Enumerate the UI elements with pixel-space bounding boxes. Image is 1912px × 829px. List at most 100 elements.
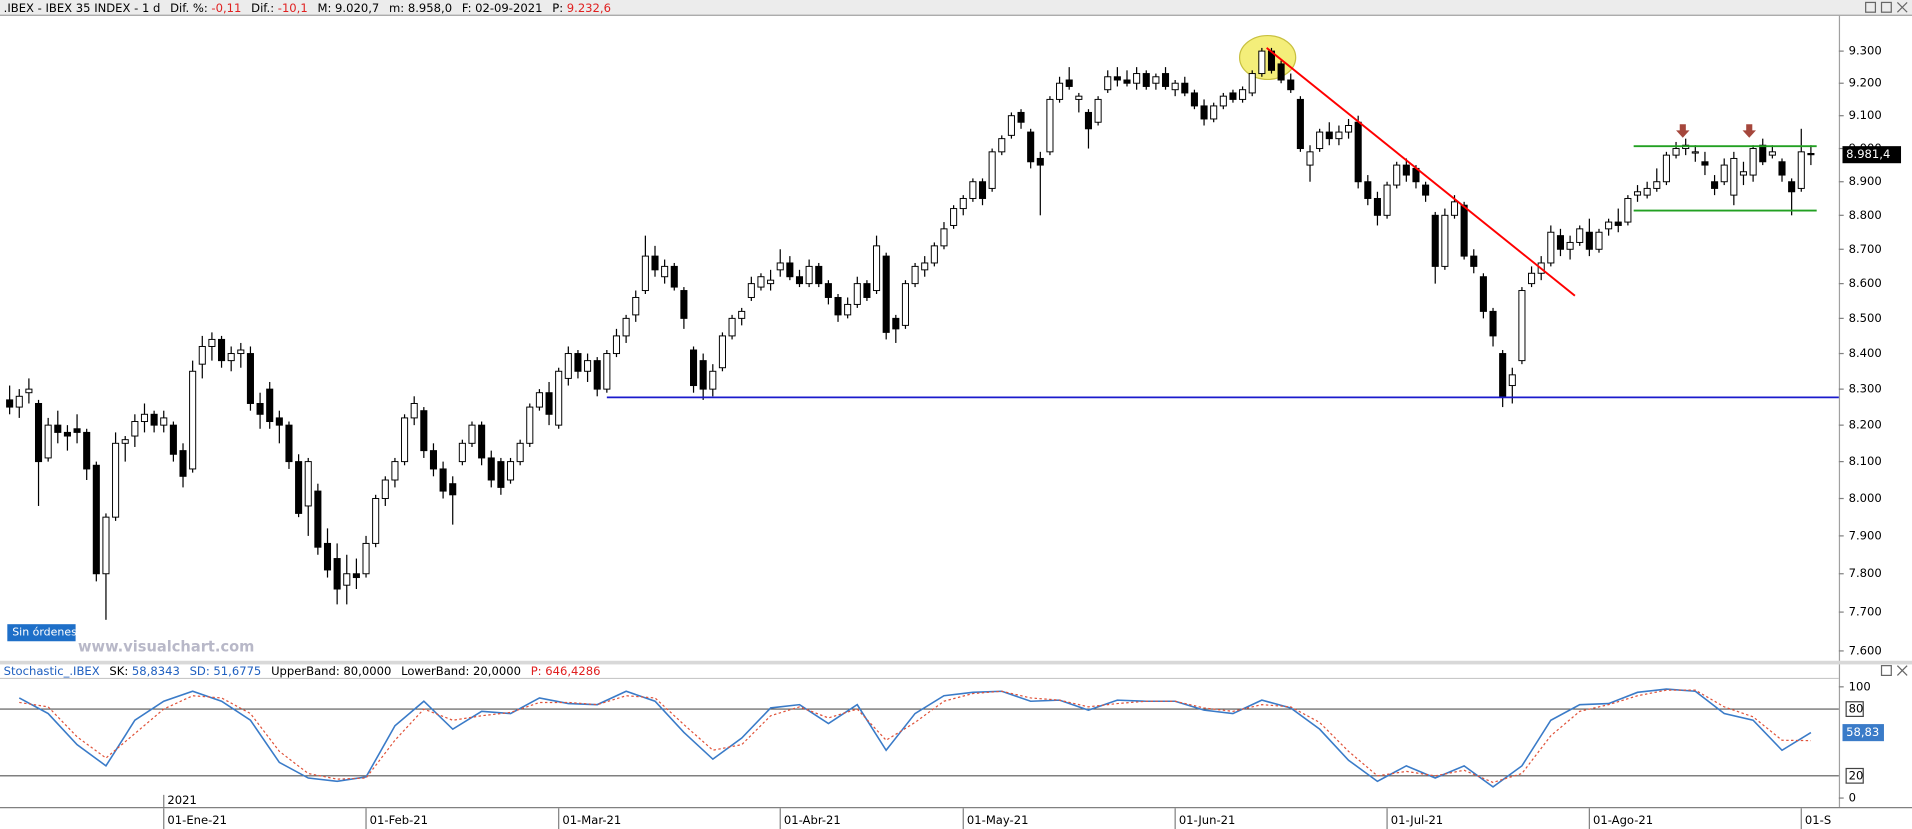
candle-body — [1701, 161, 1709, 166]
candle-body — [1422, 184, 1430, 196]
candle-body — [1624, 197, 1632, 223]
icon-close[interactable] — [1896, 665, 1908, 676]
candle-body — [1614, 221, 1622, 226]
header-value: 02-09-2021 — [475, 0, 542, 14]
stochastic-line — [18, 688, 1812, 788]
header-value: 51,6775 — [213, 664, 261, 678]
candle-body — [439, 468, 447, 492]
header-value: -0,11 — [211, 0, 241, 14]
candle-body — [911, 265, 919, 285]
candle-body — [516, 442, 524, 463]
status-box[interactable] — [7, 624, 76, 642]
candle-body — [1431, 214, 1439, 267]
candle-body — [1393, 164, 1401, 186]
candle-body — [998, 138, 1006, 153]
candle-body — [140, 413, 149, 423]
header-value: 9.020,7 — [335, 0, 379, 14]
candle-body — [1210, 105, 1218, 120]
candle-body — [1123, 79, 1131, 84]
candle-body — [1027, 131, 1035, 163]
candle-body — [189, 370, 197, 470]
status-label[interactable]: Sin órdenes — [12, 626, 77, 639]
candle-body — [1296, 98, 1304, 150]
y-tick-label: 8.600 — [1849, 276, 1882, 290]
candle-body — [1460, 204, 1468, 257]
header-label: P: — [552, 0, 563, 14]
candle-body — [1335, 131, 1343, 140]
last-price-label: 8.981,4 — [1846, 147, 1890, 161]
icon-min[interactable] — [1865, 1, 1877, 13]
candle-body — [1402, 164, 1410, 176]
last-value-box — [1842, 724, 1884, 742]
candle-body — [1643, 187, 1651, 196]
candle-body — [1036, 157, 1044, 166]
candle-body — [362, 542, 370, 575]
candle-body — [690, 349, 698, 387]
x-tick-label: 01-Jun-21 — [1179, 813, 1236, 827]
candle-body — [593, 360, 601, 390]
candle-body — [930, 245, 938, 264]
icon-max[interactable] — [1880, 665, 1892, 677]
candle-body — [1528, 272, 1536, 285]
candle-body — [323, 542, 332, 571]
y-tick-label: 8.500 — [1849, 311, 1882, 325]
candle-body — [1739, 171, 1748, 176]
y-tick-label: 7.900 — [1849, 528, 1882, 542]
candle-body — [526, 406, 534, 444]
candle-body — [555, 370, 563, 426]
header-label: Dif. %: — [170, 0, 208, 14]
header-label: M: — [318, 0, 332, 14]
candle-body — [834, 296, 842, 316]
candle-body — [1258, 50, 1266, 75]
y-tick-label: 8.000 — [1849, 491, 1882, 505]
candle-body — [1556, 235, 1564, 250]
y-tick-label: 7.600 — [1849, 643, 1882, 657]
chart-header: .IBEX - IBEX 35 INDEX - 1 d Dif. %: -0,11 D… — [4, 0, 611, 14]
candle-body — [892, 317, 900, 330]
candle-body — [83, 431, 91, 470]
header-value: 20,0000 — [473, 664, 521, 678]
candle-body — [1749, 148, 1757, 176]
candle-body — [1248, 73, 1256, 94]
icon-close[interactable] — [1896, 2, 1908, 13]
candle-body — [1807, 153, 1815, 156]
watermark: www.visualchart.com — [78, 638, 254, 655]
candle-body — [1287, 79, 1295, 91]
candle-body — [1450, 201, 1459, 216]
candle-body — [1046, 98, 1054, 153]
candle-body — [1797, 151, 1805, 189]
candle-body — [449, 483, 457, 496]
candle-body — [950, 208, 958, 226]
highlight — [1238, 34, 1297, 81]
header-bar — [0, 0, 1912, 15]
candle-body — [1007, 115, 1015, 136]
window-icons — [1865, 1, 1908, 13]
candle-body — [1566, 241, 1574, 250]
candle-body — [1075, 95, 1083, 100]
candle-body — [574, 353, 582, 372]
candle-body — [73, 428, 81, 433]
candle-body — [179, 450, 187, 477]
band-label: 80 — [1849, 702, 1864, 716]
header-label: SK: — [109, 664, 128, 678]
candle-body — [256, 402, 264, 415]
candle-body — [54, 424, 62, 433]
candle-body — [545, 392, 553, 415]
candle-body — [1094, 98, 1102, 123]
candle-body — [391, 461, 399, 481]
candle-body — [372, 498, 380, 544]
candle-body — [401, 417, 409, 463]
candle-body — [1200, 105, 1208, 120]
header-label: SD: — [190, 664, 210, 678]
candle-body — [863, 283, 871, 298]
candle-body — [285, 424, 293, 463]
candle-body — [661, 265, 669, 278]
candle-body — [1171, 82, 1179, 91]
price-panel: 7.600 7.700 7.800 7.900 8.000 8.100 8.200 8.300… — [6, 34, 1902, 657]
candle-body — [295, 461, 303, 514]
year-label: 2021 — [167, 793, 196, 807]
header-label: UpperBand: — [271, 664, 340, 678]
icon-max[interactable] — [1880, 1, 1892, 13]
candle-body — [497, 461, 505, 488]
